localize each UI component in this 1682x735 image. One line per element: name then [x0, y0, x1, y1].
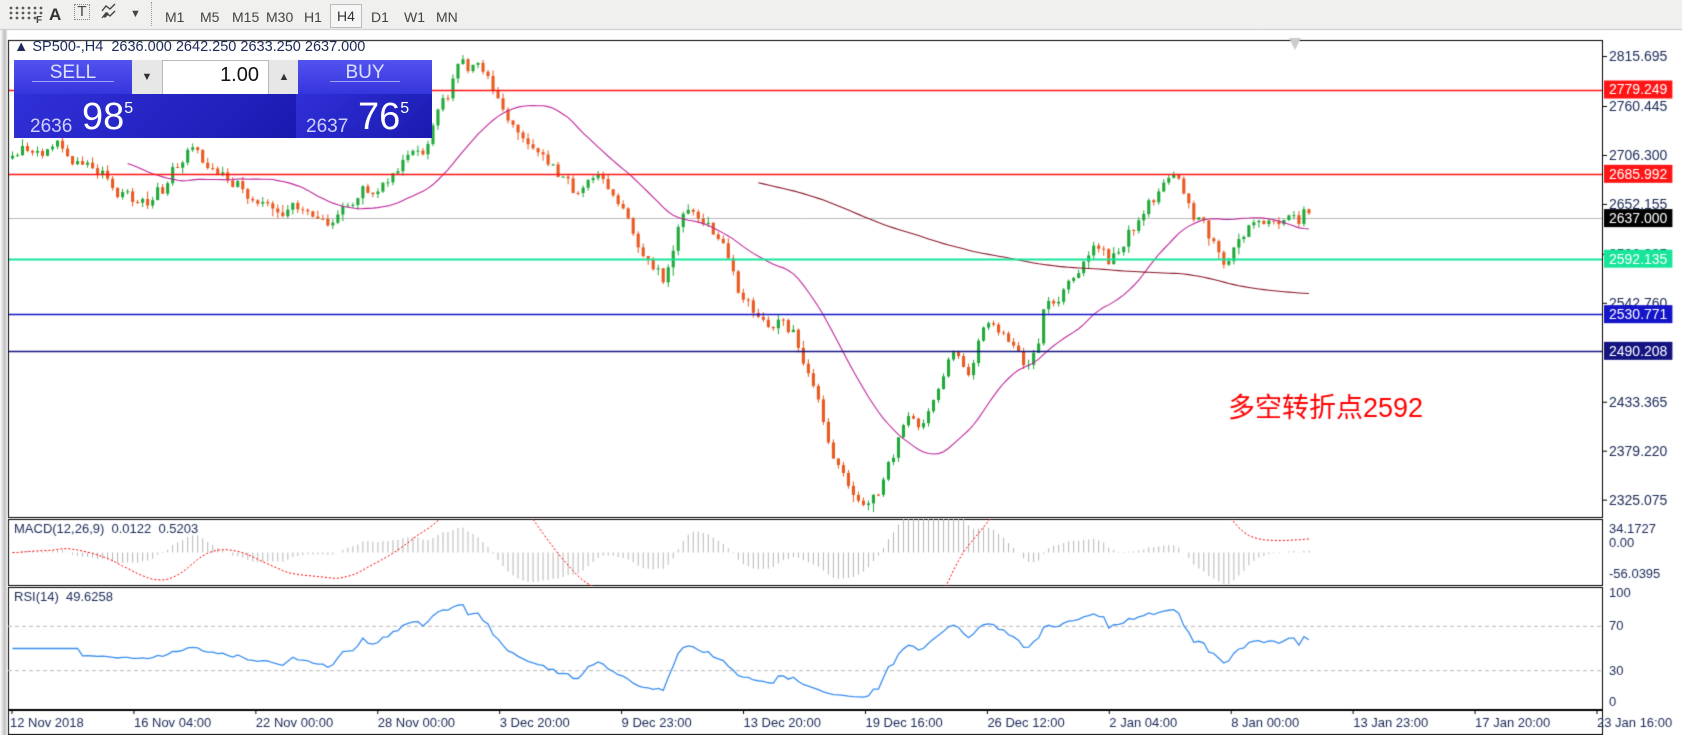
svg-text:F: F — [36, 15, 42, 24]
